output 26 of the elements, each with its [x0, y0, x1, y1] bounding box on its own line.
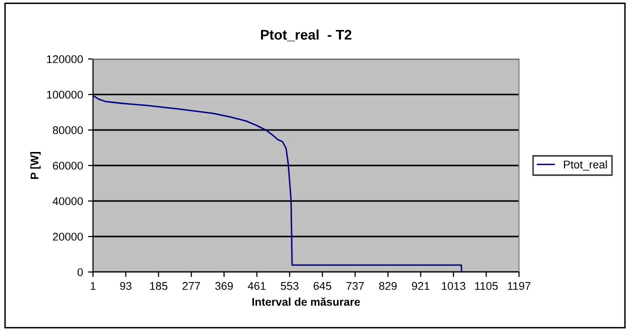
y-axis-title: P [W]	[30, 152, 41, 179]
chart-title: Ptot_real - T2	[261, 29, 352, 42]
x-tick-label: 369	[215, 282, 233, 290]
y-tick-label: 20000	[52, 232, 83, 241]
y-tick-label: 0	[78, 268, 83, 276]
x-tick-label: 553	[280, 282, 298, 290]
y-tick-label: 100000	[47, 90, 83, 99]
x-tick-label: 737	[346, 282, 364, 290]
x-tick-label: 1013	[442, 282, 466, 290]
x-tick-label: 1	[90, 282, 96, 290]
x-tick-label: 1197	[508, 282, 530, 290]
x-tick-label: 1105	[475, 282, 498, 290]
y-tick-label: 60000	[52, 162, 83, 170]
legend-label: Ptot_real	[564, 160, 607, 171]
x-tick-label: 185	[150, 282, 168, 290]
x-tick-label: 921	[412, 282, 430, 290]
y-tick-label: 40000	[52, 197, 83, 206]
y-tick-label: 120000	[47, 55, 83, 64]
x-tick-label: 645	[314, 282, 332, 290]
x-tick-label: 277	[182, 282, 200, 290]
x-tick-label: 829	[379, 282, 397, 290]
x-axis-title: Interval de măsurare	[252, 298, 360, 306]
x-tick-label: 461	[248, 282, 266, 290]
y-tick-label: 80000	[52, 126, 83, 134]
line-series	[93, 95, 462, 272]
x-tick-label: 93	[120, 282, 132, 290]
